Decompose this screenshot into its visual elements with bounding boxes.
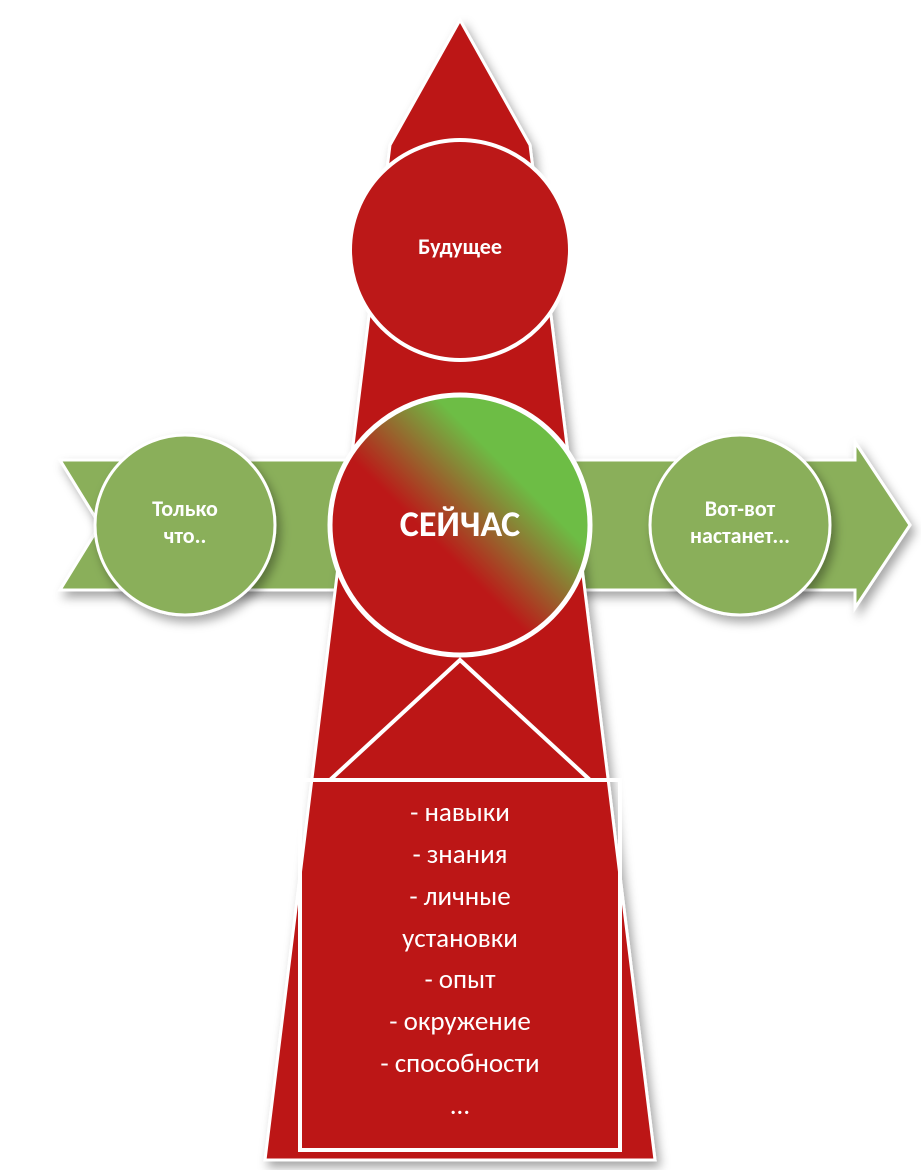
diagram-svg — [0, 0, 921, 1170]
upcoming-circle — [650, 435, 830, 615]
past-circle — [95, 435, 275, 615]
now-circle — [330, 395, 590, 655]
diagram-stage: Будущее СЕЙЧАС Только что.. Вот-вот наст… — [0, 0, 921, 1170]
future-circle — [350, 140, 570, 360]
